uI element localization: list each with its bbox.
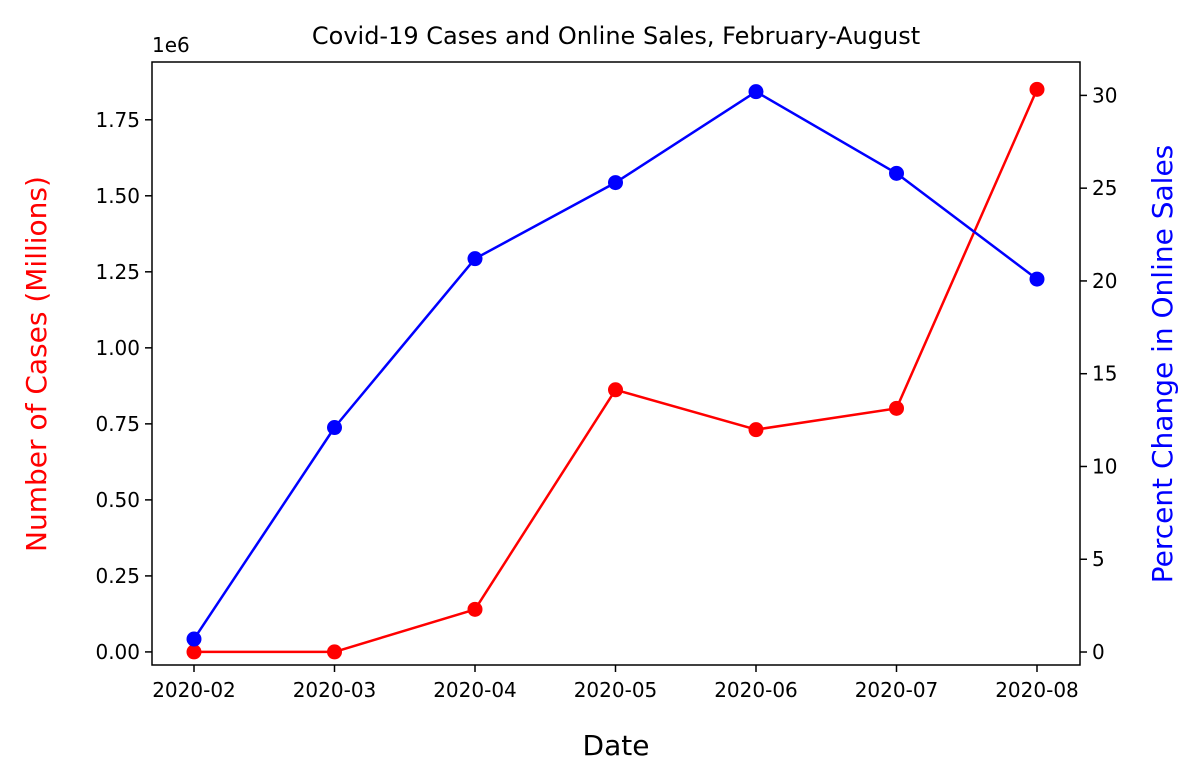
- data-point-left: [327, 644, 342, 660]
- series-line-right: [192, 90, 1038, 640]
- x-axis-title: Date: [583, 729, 650, 762]
- data-point-right: [467, 251, 483, 267]
- right-tick-label: 25: [1092, 176, 1117, 200]
- right-tick-label: 30: [1092, 83, 1117, 107]
- left-axis-title: Number of Cases (Millions): [20, 176, 53, 552]
- left-tick-label: 0.50: [95, 488, 140, 512]
- data-point-right: [748, 84, 764, 100]
- left-tick-label: 0.00: [95, 640, 140, 664]
- x-tick-label: 2020-07: [855, 678, 939, 702]
- left-tick-label: 1.75: [95, 108, 140, 132]
- data-point-left: [467, 601, 483, 617]
- x-tick-label: 2020-03: [293, 678, 377, 702]
- right-tick-label: 0: [1092, 640, 1105, 664]
- data-point-left: [889, 400, 904, 416]
- left-axis-offset-label: 1e6: [152, 33, 190, 57]
- left-tick-label: 1.50: [95, 184, 140, 208]
- data-point-left: [608, 382, 623, 398]
- chart-title: Covid-19 Cases and Online Sales, Februar…: [312, 22, 920, 50]
- right-tick-label: 20: [1092, 269, 1117, 293]
- data-point-right: [186, 631, 202, 647]
- right-tick-label: 15: [1092, 362, 1117, 386]
- left-tick-label: 0.75: [95, 412, 140, 436]
- right-axis-title: Percent Change in Online Sales: [1146, 145, 1179, 584]
- right-tick-label: 10: [1092, 454, 1117, 478]
- x-tick-label: 2020-02: [152, 678, 236, 702]
- right-tick-label: 5: [1092, 547, 1105, 571]
- data-point-right: [608, 175, 623, 191]
- data-point-right: [327, 420, 342, 436]
- left-tick-label: 1.25: [95, 260, 140, 284]
- x-tick-label: 2020-06: [714, 678, 798, 702]
- x-tick-label: 2020-05: [574, 678, 658, 702]
- data-point-right: [889, 165, 904, 181]
- x-tick-label: 2020-04: [433, 678, 517, 702]
- x-tick-label: 2020-08: [995, 678, 1079, 702]
- left-tick-label: 0.25: [95, 564, 140, 588]
- data-point-left: [748, 422, 764, 438]
- plot-area: 2020-02 2020-03 2020-04 2020-05 2020-06 2020-…: [95, 61, 1117, 702]
- data-point-right: [1029, 271, 1045, 287]
- plot-frame: [151, 61, 1081, 666]
- series-line-left: [194, 88, 1039, 654]
- left-tick-label: 1.00: [95, 336, 140, 360]
- data-point-left: [186, 644, 202, 660]
- data-point-left: [1029, 81, 1045, 97]
